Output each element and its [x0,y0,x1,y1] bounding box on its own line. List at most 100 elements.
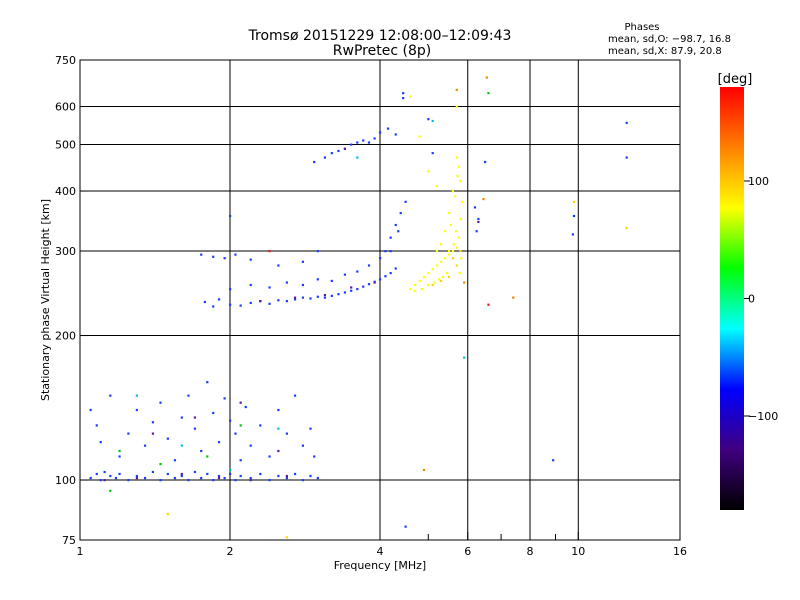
echo-point [212,479,215,482]
echo-point [301,296,305,299]
y-tick-label: 200 [55,330,76,343]
echo-point [180,444,183,447]
x-tick-label: 10 [571,545,585,558]
echo-point [323,156,327,159]
echo-point [356,156,359,159]
echo-point [409,95,412,98]
echo-point [285,474,288,478]
echo-point [109,474,112,478]
y-tick-label: 500 [55,139,76,152]
echo-point [217,298,221,301]
echo-point [455,264,458,267]
echo-point [394,223,397,227]
y-tick-label: 750 [55,54,76,67]
echo-point [249,301,252,305]
echo-point [259,424,262,427]
echo-point [484,160,487,164]
echo-point [200,253,203,256]
echo-point [455,88,458,92]
y-tick-label: 400 [55,185,76,198]
echo-point [447,212,451,215]
echo-point [239,424,242,427]
echo-point [206,455,209,458]
echo-point [143,476,147,480]
echo-point [572,200,576,203]
echo-point [418,279,421,283]
echo-point [309,427,312,430]
x-tick-label: 1 [77,545,84,558]
echo-point [316,295,319,298]
echo-point [402,92,405,95]
echo-point [293,472,297,476]
echo-point [422,468,426,472]
echo-point [373,137,376,140]
echo-point [229,419,232,422]
echo-point [89,476,92,480]
echo-point [330,152,333,155]
phase-stats-o: mean, sd,O: −98.7, 16.8 [608,34,731,45]
x-tick-label: 16 [673,545,687,558]
echo-point [477,217,480,221]
echo-point [212,305,215,308]
echo-point [193,427,197,430]
echo-point [439,243,443,246]
echo-point [95,472,98,476]
echo-point [293,296,297,299]
echo-point [431,152,434,155]
echo-point [379,131,382,134]
echo-point [443,230,447,233]
echo-point [451,190,455,193]
echo-point [330,294,333,297]
echo-point [379,257,382,260]
echo-point [180,474,183,478]
echo-point [482,198,485,201]
echo-point [301,283,305,287]
echo-point [453,195,456,198]
echo-point [166,472,169,476]
echo-point [330,279,333,283]
echo-point [316,250,319,253]
echo-point [404,525,407,528]
echo-point [277,427,280,430]
echo-point [452,243,455,246]
echo-point [103,479,106,482]
echo-point [316,278,319,281]
colorbar-label: [deg] [718,72,753,87]
echo-point [180,472,183,476]
echo-point [427,271,430,275]
echo-point [309,297,312,300]
echo-point [449,223,453,227]
echo-point [249,479,252,482]
echo-point [323,296,327,299]
echo-point [151,470,155,474]
echo-point [451,250,455,253]
phase-stats-heading: Phases [624,22,659,33]
echo-point [109,394,112,397]
echo-point [356,288,359,291]
echo-point [455,156,458,159]
echo-point [343,273,347,276]
echo-point [223,397,226,400]
echo-point [350,289,353,292]
echo-point [477,220,480,224]
echo-point [431,119,434,123]
echo-point [431,268,434,271]
echo-point [367,283,371,286]
echo-point [373,281,376,284]
echo-point [212,255,215,258]
echo-point [457,236,460,239]
echo-point [277,449,280,453]
echo-point [435,184,438,188]
echo-point [485,76,488,79]
echo-point [458,271,461,275]
echo-point [285,536,288,539]
echo-point [457,165,460,168]
echo-point [402,97,405,100]
echo-point [229,303,232,306]
echo-point [455,246,458,249]
echo-point [277,264,280,267]
echo-point [473,206,477,209]
echo-point [552,459,555,462]
echo-point [114,476,118,480]
